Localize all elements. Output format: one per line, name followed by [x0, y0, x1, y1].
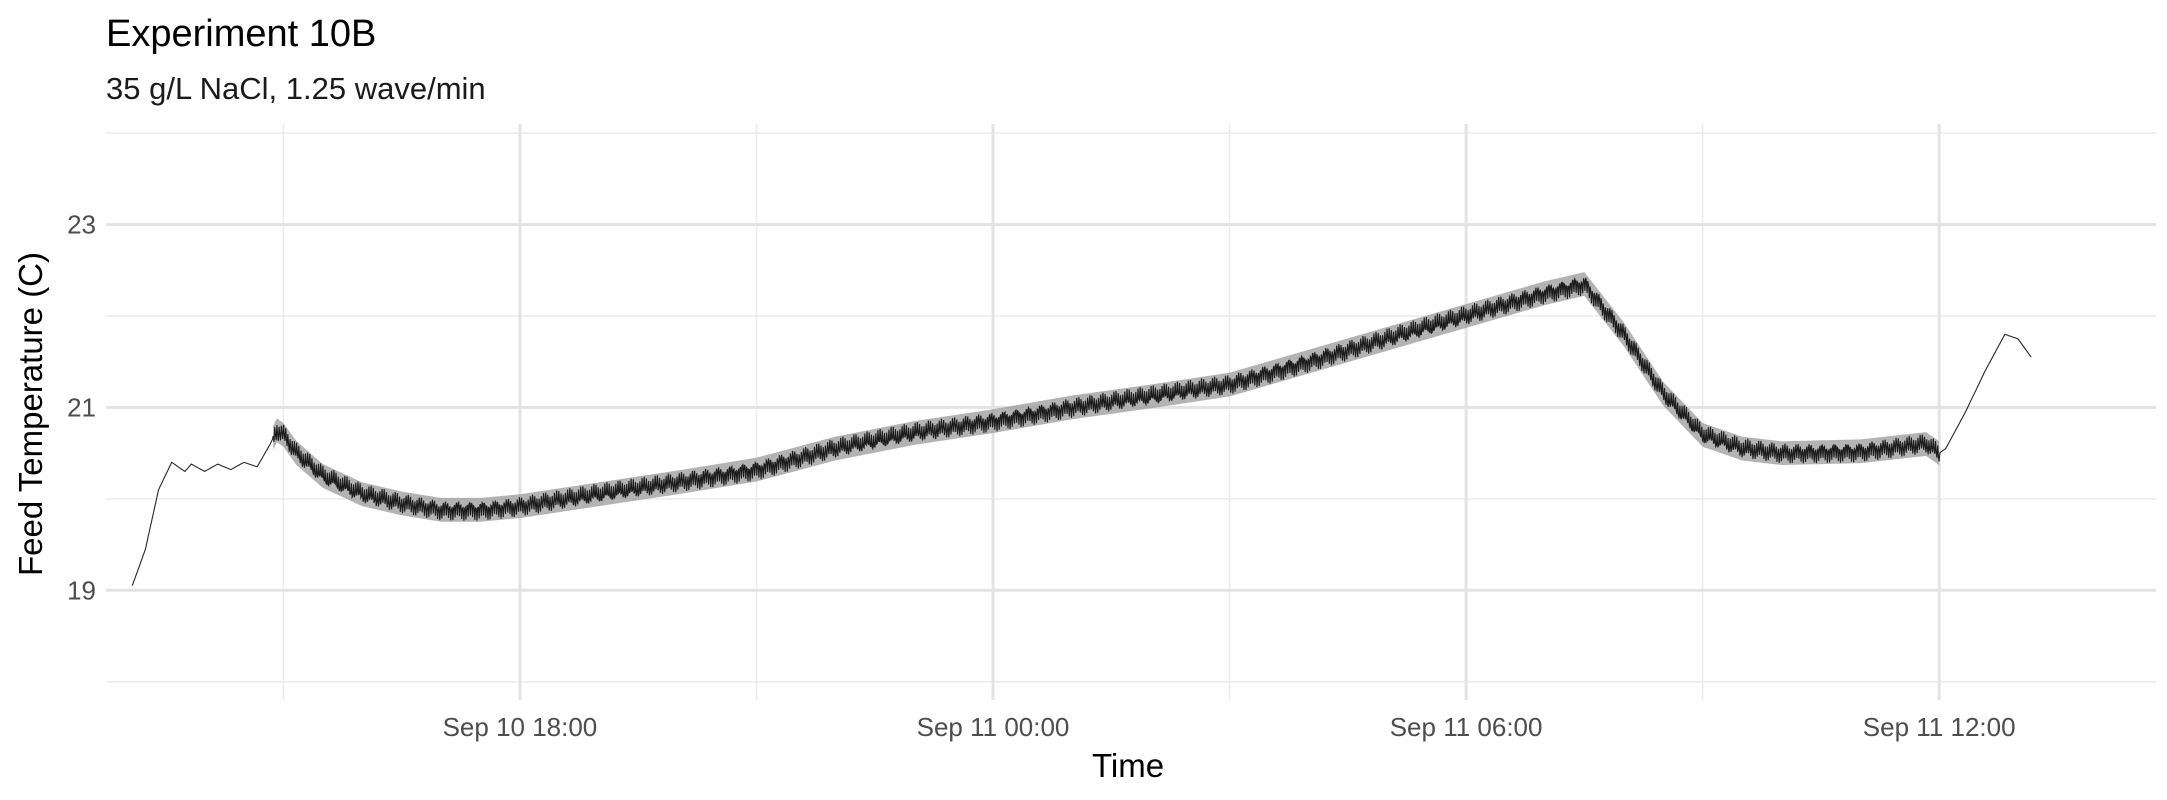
y-tick-label: 19 — [67, 575, 96, 605]
y-tick-labels: 19 21 23 — [67, 210, 96, 606]
x-tick-label: Sep 10 18:00 — [443, 712, 598, 742]
y-tick-label: 21 — [67, 392, 96, 422]
major-grid — [106, 124, 2156, 700]
series-line-layer — [131, 276, 2032, 586]
minor-grid — [106, 124, 2156, 700]
series-noise-band — [273, 272, 1940, 522]
x-tick-labels: Sep 10 18:00 Sep 11 00:00 Sep 11 06:00 Sep … — [443, 712, 2016, 742]
chart-subtitle: 35 g/L NaCl, 1.25 wave/min — [106, 71, 486, 106]
x-tick-label: Sep 11 06:00 — [1390, 712, 1543, 742]
chart-title: Experiment 10B — [106, 13, 376, 55]
series-line — [131, 276, 2032, 586]
x-tick-label: Sep 11 00:00 — [917, 712, 1070, 742]
x-axis-title: Time — [1092, 747, 1164, 784]
y-tick-label: 23 — [67, 210, 96, 240]
x-tick-label: Sep 11 12:00 — [1863, 712, 2016, 742]
noise-band-layer — [273, 272, 1940, 522]
y-axis-title: Feed Temperature (C) — [12, 252, 49, 576]
